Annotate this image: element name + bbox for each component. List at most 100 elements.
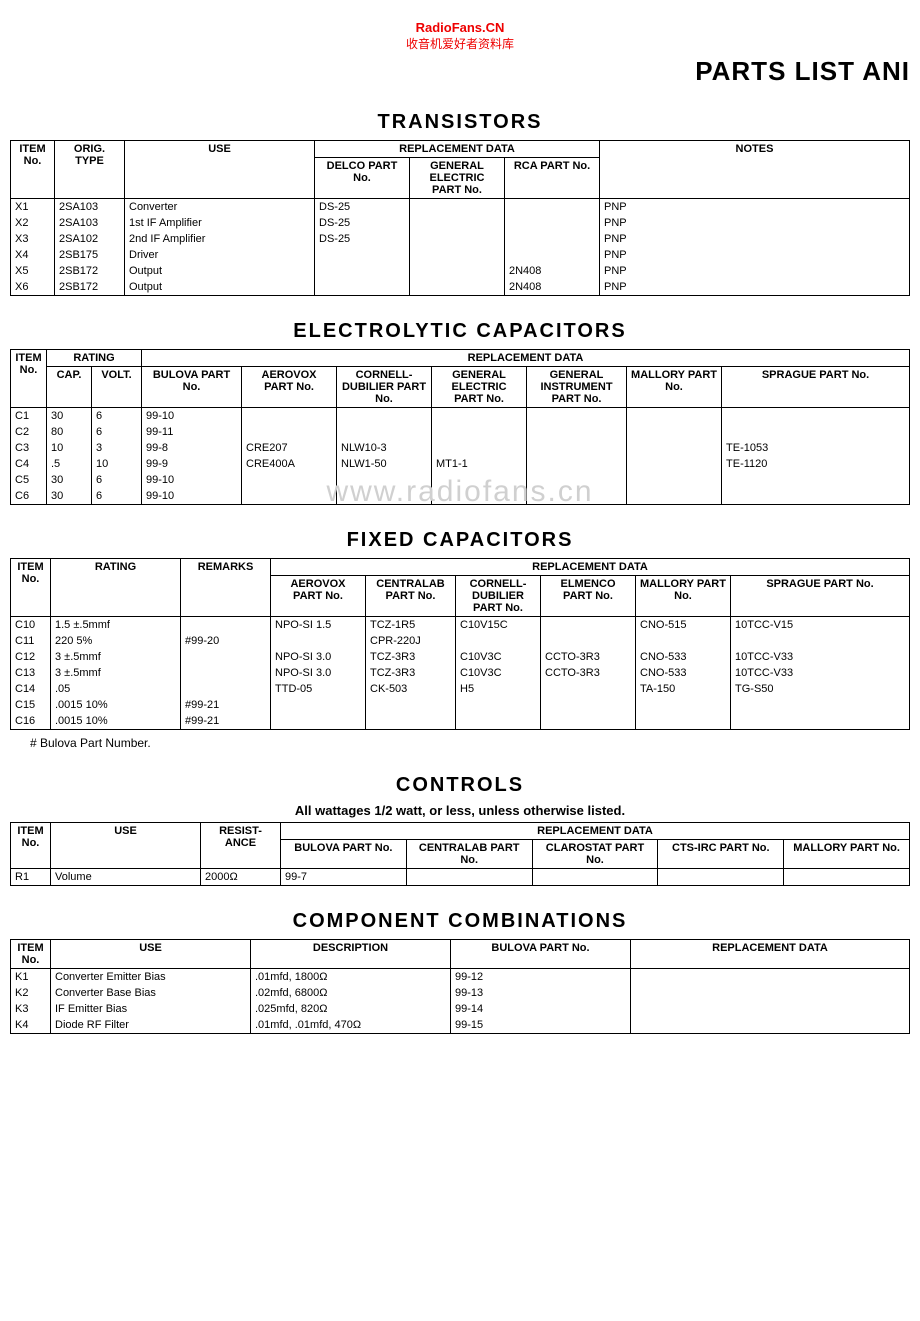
table-cell: 6	[92, 472, 142, 488]
table-cell: NPO-SI 3.0	[271, 665, 366, 681]
table-cell: #99-21	[181, 697, 271, 713]
table-cell: 2nd IF Amplifier	[125, 231, 315, 247]
table-cell: .0015 10%	[51, 697, 181, 713]
table-row: C4.51099-9CRE400ANLW1-50MT1-1TE-1120	[11, 456, 910, 472]
table-cell: 10TCC-V33	[731, 665, 910, 681]
table-row: C14.05TTD-05CK-503H5TA-150TG-S50	[11, 681, 910, 697]
table-cell: 2SA103	[55, 199, 125, 216]
table-cell: 1.5 ±.5mmf	[51, 617, 181, 634]
th-sprague: SPRAGUE PART No.	[731, 576, 910, 617]
table-cell: NPO-SI 1.5	[271, 617, 366, 634]
table-cell	[505, 231, 600, 247]
fixed-title: FIXED CAPACITORS	[10, 529, 910, 552]
table-cell	[432, 408, 527, 425]
th-ge: GENERAL ELECTRIC PART No.	[410, 158, 505, 199]
table-row: C133 ±.5mmfNPO-SI 3.0TCZ-3R3C10V3CCCTO-3…	[11, 665, 910, 681]
th-repl: REPLACEMENT DATA	[631, 940, 910, 969]
electrolytic-title: ELECTROLYTIC CAPACITORS	[10, 320, 910, 343]
table-cell: Driver	[125, 247, 315, 263]
table-row: K1Converter Emitter Bias.01mfd, 1800Ω99-…	[11, 969, 910, 986]
table-cell: #99-20	[181, 633, 271, 649]
th-rating: RATING	[51, 559, 181, 617]
table-cell	[627, 440, 722, 456]
table-cell	[337, 408, 432, 425]
page-title: PARTS LIST ANI	[10, 56, 910, 87]
table-cell	[541, 617, 636, 634]
table-cell: X5	[11, 263, 55, 279]
table-row: K2Converter Base Bias.02mfd, 6800Ω99-13	[11, 985, 910, 1001]
table-cell	[456, 633, 541, 649]
table-cell: DS-25	[315, 199, 410, 216]
table-cell	[410, 199, 505, 216]
table-row: X52SB172Output2N408PNP	[11, 263, 910, 279]
table-cell: R1	[11, 869, 51, 886]
table-cell	[337, 472, 432, 488]
table-cell: PNP	[600, 279, 910, 296]
th-rca: RCA PART No.	[505, 158, 600, 199]
table-cell: 6	[92, 408, 142, 425]
table-cell	[432, 424, 527, 440]
table-cell	[627, 472, 722, 488]
table-cell	[527, 424, 627, 440]
table-cell: 80	[47, 424, 92, 440]
table-cell: 220 5%	[51, 633, 181, 649]
table-cell: C14	[11, 681, 51, 697]
table-cell	[432, 440, 527, 456]
table-cell: NLW1-50	[337, 456, 432, 472]
table-cell: C3	[11, 440, 47, 456]
table-cell	[541, 681, 636, 697]
table-cell: 10	[92, 456, 142, 472]
table-cell	[242, 424, 337, 440]
table-cell: 30	[47, 472, 92, 488]
table-cell	[505, 215, 600, 231]
th-remarks: REMARKS	[181, 559, 271, 617]
table-cell: DS-25	[315, 231, 410, 247]
table-cell: DS-25	[315, 215, 410, 231]
table-cell: CK-503	[366, 681, 456, 697]
table-cell	[505, 199, 600, 216]
table-cell: #99-21	[181, 713, 271, 730]
combos-table: ITEM No. USE DESCRIPTION BULOVA PART No.…	[10, 939, 910, 1034]
table-cell	[181, 617, 271, 634]
table-row: X42SB175DriverPNP	[11, 247, 910, 263]
table-cell: 30	[47, 408, 92, 425]
table-cell	[366, 697, 456, 713]
table-cell: 10TCC-V33	[731, 649, 910, 665]
table-cell: C4	[11, 456, 47, 472]
table-cell: PNP	[600, 263, 910, 279]
table-cell	[722, 424, 910, 440]
th-bulova: BULOVA PART No.	[142, 367, 242, 408]
th-aerovox: AEROVOX PART No.	[242, 367, 337, 408]
table-cell	[456, 697, 541, 713]
table-cell	[406, 869, 532, 886]
transistors-title: TRANSISTORS	[10, 111, 910, 134]
table-cell: CCTO-3R3	[541, 665, 636, 681]
table-cell	[505, 247, 600, 263]
table-cell	[181, 649, 271, 665]
table-cell: Output	[125, 263, 315, 279]
table-cell: X4	[11, 247, 55, 263]
table-cell: Diode RF Filter	[51, 1017, 251, 1034]
th-volt: VOLT.	[92, 367, 142, 408]
table-row: C101.5 ±.5mmfNPO-SI 1.5TCZ-1R5C10V15CCNO…	[11, 617, 910, 634]
table-row: K3IF Emitter Bias.025mfd, 820Ω99-14	[11, 1001, 910, 1017]
table-cell: 99-8	[142, 440, 242, 456]
th-cap: CAP.	[47, 367, 92, 408]
table-cell	[527, 456, 627, 472]
table-row: X22SA1031st IF AmplifierDS-25PNP	[11, 215, 910, 231]
table-cell: CRE207	[242, 440, 337, 456]
table-cell: C10V3C	[456, 649, 541, 665]
table-cell: C10V15C	[456, 617, 541, 634]
table-cell: 3 ±.5mmf	[51, 649, 181, 665]
table-cell: 6	[92, 424, 142, 440]
table-cell: K3	[11, 1001, 51, 1017]
table-cell	[337, 488, 432, 505]
th-item: ITEM No.	[11, 823, 51, 869]
table-cell: 2SA102	[55, 231, 125, 247]
table-row: C123 ±.5mmfNPO-SI 3.0TCZ-3R3C10V3CCCTO-3…	[11, 649, 910, 665]
table-cell	[627, 456, 722, 472]
th-delco: DELCO PART No.	[315, 158, 410, 199]
table-cell: 99-9	[142, 456, 242, 472]
table-cell: C10V3C	[456, 665, 541, 681]
table-cell	[631, 1017, 910, 1034]
